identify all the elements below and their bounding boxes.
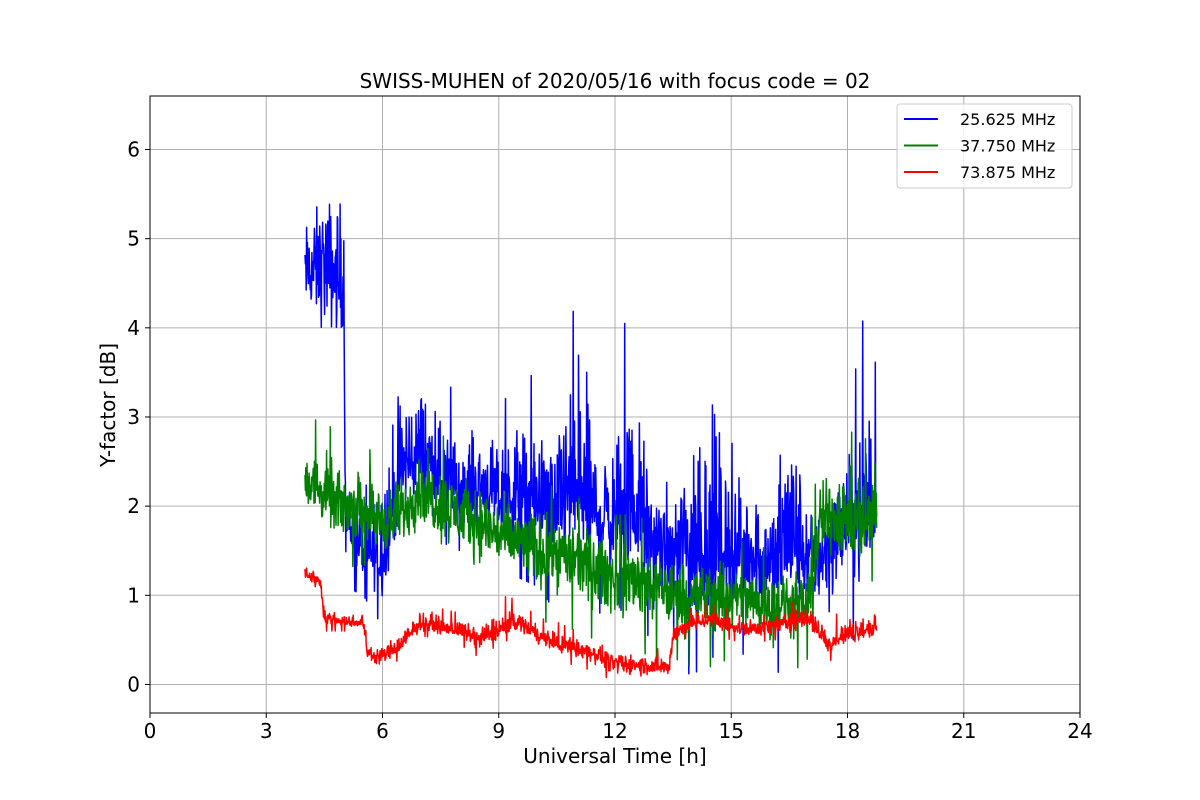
- y-tick-label: 3: [127, 405, 140, 429]
- y-axis-ticks: 0 1 2 3 4 5 6: [127, 137, 150, 696]
- x-tick-label: 9: [492, 719, 505, 743]
- x-tick-label: 0: [144, 719, 157, 743]
- y-tick-label: 0: [127, 672, 140, 696]
- x-tick-label: 21: [951, 719, 976, 743]
- x-tick-label: 18: [835, 719, 860, 743]
- y-tick-label: 5: [127, 227, 140, 251]
- series-line-2: [304, 419, 878, 669]
- x-axis-label: Universal Time [h]: [523, 744, 706, 768]
- x-tick-label: 3: [260, 719, 273, 743]
- y-axis-label: Y-factor [dB]: [96, 343, 120, 468]
- x-tick-label: 15: [719, 719, 744, 743]
- chart-title: SWISS-MUHEN of 2020/05/16 with focus cod…: [360, 69, 871, 93]
- y-tick-label: 4: [127, 316, 140, 340]
- x-tick-label: 12: [602, 719, 627, 743]
- series-layer: [304, 203, 878, 679]
- legend-label: 25.625 MHz: [960, 110, 1055, 129]
- x-tick-label: 24: [1067, 719, 1092, 743]
- legend-label: 37.750 MHz: [960, 137, 1055, 156]
- x-axis-ticks: 0 3 6 9 12 15 18 21 24: [144, 713, 1093, 743]
- y-tick-label: 2: [127, 494, 140, 518]
- legend-label: 73.875 MHz: [960, 163, 1055, 182]
- y-tick-label: 6: [127, 137, 140, 161]
- series-line-1: [304, 203, 878, 675]
- legend-box: [896, 103, 1073, 189]
- series-line-3: [304, 567, 878, 679]
- y-tick-label: 1: [127, 583, 140, 607]
- legend: 25.625 MHz 37.750 MHz 73.875 MHz: [896, 103, 1073, 189]
- x-tick-label: 6: [376, 719, 389, 743]
